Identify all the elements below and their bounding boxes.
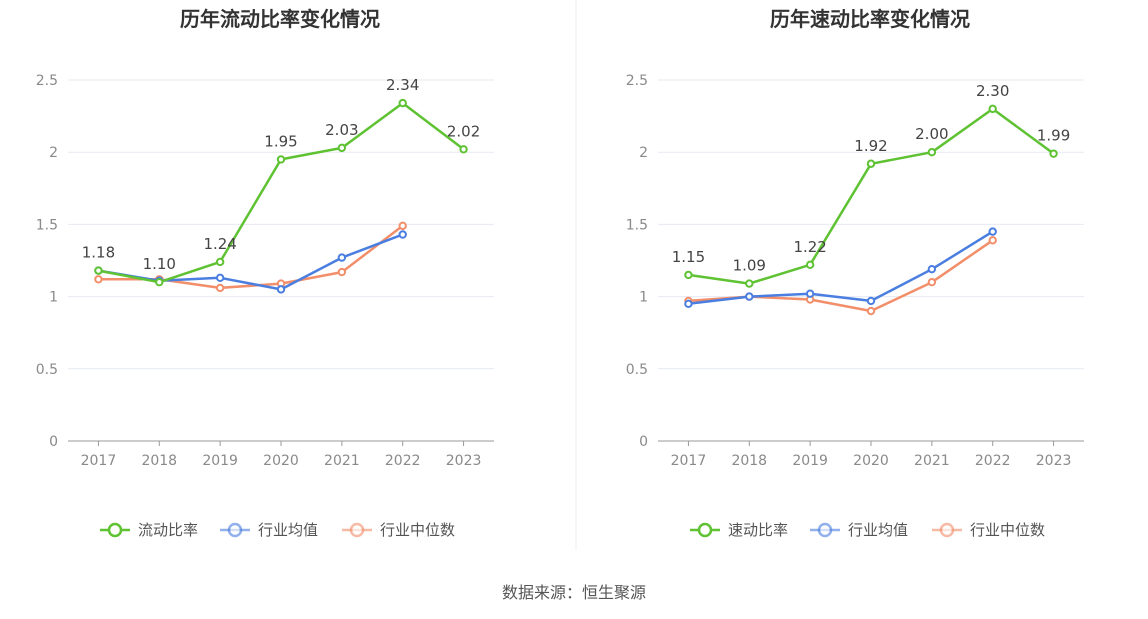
y-tick-label: 1.5 [626, 217, 648, 233]
x-tick-label: 2018 [731, 453, 767, 469]
legend-label: 行业中位数 [380, 521, 455, 539]
industry-median-point [94, 275, 103, 284]
y-tick-label: 1.5 [36, 217, 58, 233]
y-tick-label: 0.5 [626, 362, 648, 378]
industry-average-point [276, 285, 286, 294]
main-ratio-point [94, 266, 103, 275]
y-tick-label: 0.5 [36, 362, 58, 378]
x-tick-label: 2017 [671, 453, 707, 469]
chart-title: 历年速动比率变化情况 [770, 7, 970, 31]
legend-label: 流动比率 [138, 521, 198, 539]
data-label: 1.92 [854, 137, 887, 155]
x-tick-label: 2020 [263, 453, 299, 469]
legend-label: 行业均值 [258, 521, 318, 539]
x-tick-label: 2017 [81, 453, 117, 469]
industry-average-point [988, 227, 997, 236]
y-tick-label: 0 [639, 434, 648, 450]
main-ratio-point [1049, 149, 1058, 158]
data-label: 2.02 [447, 122, 480, 140]
industry-median-line [688, 239, 994, 313]
data-label: 2.00 [915, 125, 948, 143]
industry-median-point [988, 236, 997, 245]
data-label: 2.34 [386, 76, 419, 94]
industry-average-point [398, 230, 407, 239]
data-label: 2.30 [976, 82, 1009, 100]
legend-marker [227, 522, 243, 538]
x-tick-label: 2018 [141, 453, 177, 469]
main-ratio-point [398, 98, 407, 108]
data-label: 1.18 [82, 244, 115, 262]
legend-marker [107, 522, 123, 538]
data-label: 1.24 [203, 235, 236, 253]
y-tick-label: 1 [49, 290, 58, 306]
main-ratio-point [805, 260, 815, 270]
legend-label: 行业中位数 [970, 521, 1045, 539]
industry-average-point [927, 264, 937, 274]
main-ratio-point [684, 270, 693, 280]
x-tick-label: 2023 [446, 453, 482, 469]
data-label: 1.10 [143, 255, 176, 273]
y-tick-label: 2.5 [626, 73, 648, 89]
main-ratio-point [276, 155, 286, 164]
legend-marker [697, 522, 713, 538]
y-tick-label: 2 [49, 145, 58, 161]
legend-marker [817, 522, 833, 538]
main-ratio-point [337, 143, 347, 153]
main-ratio-point [155, 277, 164, 287]
data-source-note: 数据来源：恒生聚源 [502, 583, 646, 602]
data-label: 1.99 [1037, 127, 1070, 145]
data-label: 1.95 [264, 132, 297, 150]
industry-average-point [866, 296, 876, 306]
industry-median-point [337, 267, 347, 277]
y-tick-label: 2 [639, 145, 648, 161]
industry-average-point [684, 299, 693, 309]
x-tick-label: 2022 [975, 453, 1011, 469]
x-tick-label: 2019 [202, 453, 238, 469]
x-tick-label: 2020 [853, 453, 889, 469]
x-tick-label: 2019 [792, 453, 828, 469]
legend-marker [349, 522, 365, 538]
industry-average-point [215, 273, 225, 283]
data-label: 2.03 [325, 121, 358, 139]
main-ratio-point [866, 159, 876, 168]
main-ratio-point [215, 257, 225, 267]
main-ratio-point [459, 145, 468, 154]
x-tick-label: 2022 [385, 453, 421, 469]
industry-median-point [866, 306, 876, 316]
industry-median-point [927, 277, 937, 287]
data-label: 1.15 [672, 248, 705, 266]
legend-marker [939, 522, 955, 538]
industry-average-point [745, 292, 754, 301]
main-ratio-point [927, 148, 937, 157]
y-tick-label: 2.5 [36, 73, 58, 89]
x-tick-label: 2021 [914, 453, 950, 469]
quick-ratio-chart: 历年速动比率变化情况 0 0.5 1 1.5 2 2.5 2017 2018 2019 2020 20… [626, 7, 1084, 539]
data-label: 1.22 [793, 238, 826, 256]
industry-average-point [337, 253, 347, 262]
industry-median-point [398, 221, 407, 231]
data-label: 1.09 [733, 257, 766, 275]
chart-title: 历年流动比率变化情况 [180, 7, 380, 31]
y-tick-label: 0 [49, 434, 58, 450]
y-tick-label: 1 [639, 290, 648, 306]
x-tick-label: 2021 [324, 453, 360, 469]
industry-average-line [688, 230, 994, 306]
current-ratio-chart: 历年流动比率变化情况 0 0.5 1 1.5 2 2.5 2017 2018 2019 2020 20… [36, 7, 494, 539]
main-ratio-point [988, 104, 997, 114]
industry-median-point [215, 283, 225, 293]
industry-average-point [805, 289, 815, 298]
x-tick-label: 2023 [1036, 453, 1072, 469]
main-ratio-point [745, 279, 754, 288]
legend-label: 行业均值 [848, 521, 908, 539]
legend-label: 速动比率 [728, 521, 788, 539]
